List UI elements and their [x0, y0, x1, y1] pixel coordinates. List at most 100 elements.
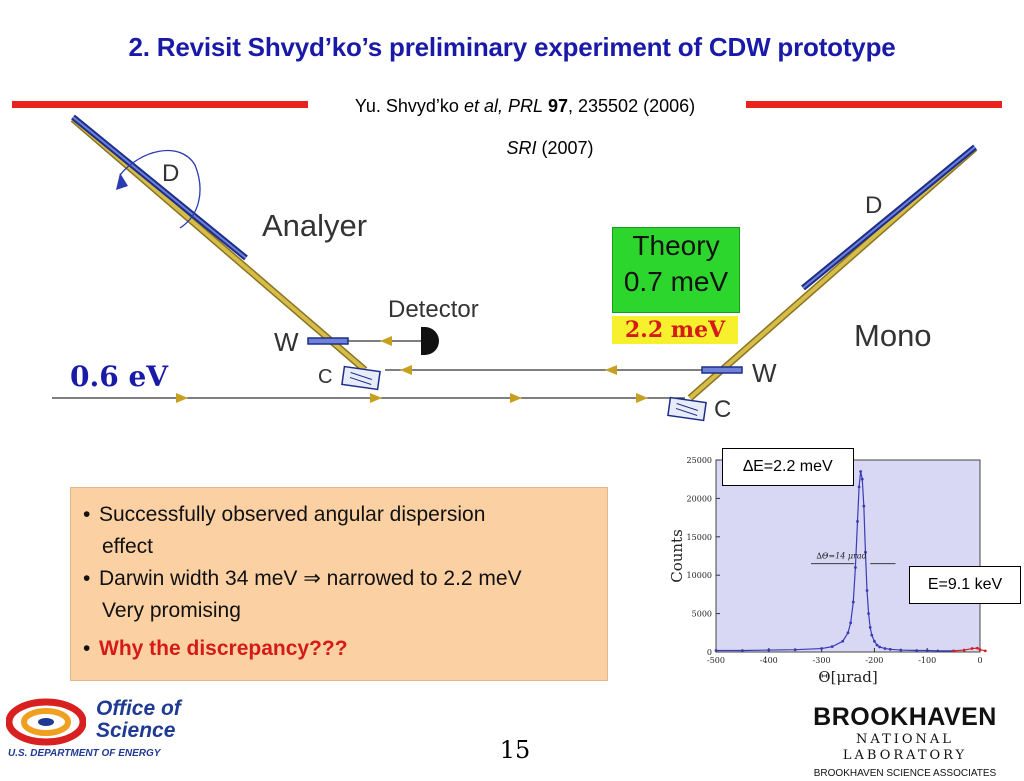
data-point	[883, 647, 887, 650]
data-point	[915, 649, 919, 652]
data-point	[875, 643, 879, 647]
ref-author: Yu. Shvyd’ko	[354, 96, 464, 116]
label-d-right: D	[865, 192, 883, 219]
label-d-left: D	[162, 160, 180, 187]
data-point	[936, 649, 940, 653]
theory-box: Theory 0.7 meV	[612, 227, 740, 313]
label-analyzer: Analyer	[262, 208, 368, 243]
bullet-2-continuation: Very promising	[102, 599, 241, 622]
data-point	[864, 550, 867, 554]
delta-e-box: ∆E=2.2 meV	[722, 448, 854, 486]
ref-etal: et al, PRL	[463, 96, 543, 116]
w-crystal-left	[307, 337, 349, 345]
fwhm-label: ∆Θ=14 μrad	[816, 552, 866, 561]
data-point	[975, 646, 979, 650]
data-point	[870, 633, 874, 637]
c-crystal-right	[667, 396, 707, 422]
data-point	[962, 648, 966, 652]
theory-line-1: Theory	[632, 230, 720, 261]
ref-pages: , 235502 (2006)	[568, 96, 696, 116]
w-crystal-right	[701, 366, 743, 374]
data-point	[851, 600, 855, 604]
setup-diagram	[52, 114, 978, 422]
bullet-dot: •	[83, 503, 91, 526]
doe-office-of-science-logo: Office of Science U.S. DEPARTMENT OF ENE…	[4, 692, 216, 762]
data-point	[856, 520, 859, 523]
accent-bar-left	[12, 101, 308, 108]
plot-area	[715, 459, 981, 653]
data-point	[878, 645, 882, 649]
bullet-1-text: Successfully observed angular dispersion	[99, 503, 486, 526]
rotation-arrow	[119, 149, 201, 229]
data-point	[849, 621, 853, 625]
data-point	[714, 649, 718, 652]
data-point	[846, 631, 850, 635]
doe-line-1: Office of	[96, 697, 181, 720]
x-tick-label: -500	[707, 656, 725, 665]
bullet-1: • Successfully observed angular dispersio…	[83, 498, 595, 532]
data-point	[741, 649, 744, 652]
bnl-sub-text: NATIONAL LABORATORY	[842, 732, 968, 763]
data-point	[899, 648, 903, 652]
bnl-main-text: BROOKHAVEN	[813, 703, 997, 731]
label-c-left: C	[318, 366, 333, 388]
y-tick-label: 10000	[687, 571, 712, 580]
y-axis-label: Counts	[668, 529, 686, 583]
ref-year: (2007)	[536, 138, 594, 158]
data-point	[841, 639, 845, 643]
data-point	[983, 649, 987, 653]
accent-bar-right	[746, 101, 1002, 108]
bullet-2-text: Darwin width 34 meV ⇒ narrowed to 2.2 me…	[99, 567, 522, 590]
bullet-1-continuation: effect	[102, 535, 153, 558]
doe-department: U.S. DEPARTMENT OF ENERGY	[8, 748, 161, 759]
reference-line-2: SRI (2007)	[470, 138, 630, 159]
bullet-3: • Why the discrepancy???	[83, 632, 595, 666]
x-tick-label: -300	[813, 656, 831, 665]
bullet-dot: •	[83, 637, 91, 660]
data-point	[820, 647, 823, 650]
label-w-left: W	[274, 327, 299, 357]
x-tick-label: -400	[760, 656, 778, 665]
data-point	[859, 470, 863, 473]
beam-energy-label: 0.6 eV	[70, 360, 168, 393]
x-tick-label: 0	[977, 656, 982, 665]
counts-chart: 0 5000 10000 15000 20000 25000 -500 -400 -300 -20…	[668, 456, 987, 686]
beam-arrows	[176, 336, 648, 403]
label-mono: Mono	[854, 318, 932, 353]
data-point	[867, 612, 870, 615]
label-detector: Detector	[388, 296, 479, 323]
ref-journal: SRI	[506, 138, 537, 158]
detector-shape	[425, 327, 439, 355]
data-point	[868, 626, 872, 629]
bullet-3-text: Why the discrepancy???	[99, 637, 348, 660]
y-tick-label: 0	[707, 648, 712, 657]
y-tick-label: 15000	[687, 533, 712, 542]
brookhaven-logo: BROOKHAVEN NATIONAL LABORATORY BROOKHAVE…	[795, 702, 1015, 779]
measured-box: 2.2 meV	[612, 316, 738, 344]
data-point	[853, 566, 857, 569]
data-point	[862, 504, 866, 508]
y-tick-label: 25000	[687, 456, 712, 465]
ref-volume: 97	[542, 96, 569, 116]
c-crystal-left	[341, 365, 381, 391]
doe-logo-icon	[6, 698, 86, 746]
reference-line-1: Yu. Shvyd’ko et al, PRL 97, 235502 (2006…	[310, 96, 740, 117]
data-point	[865, 589, 869, 592]
data-point	[925, 649, 929, 652]
energy-box: E=9.1 keV	[909, 566, 1021, 604]
bnl-associates: BROOKHAVEN SCIENCE ASSOCIATES	[813, 768, 997, 779]
data-point	[857, 485, 861, 489]
y-tick-label: 5000	[692, 610, 712, 619]
label-c-right: C	[714, 396, 732, 423]
slide-title: 2. Revisit Shvyd’ko’s preliminary experi…	[128, 32, 896, 62]
bullet-dot: •	[83, 567, 91, 590]
bullet-2: • Darwin width 34 meV ⇒ narrowed to 2.2 m…	[83, 562, 595, 596]
data-point	[793, 648, 797, 652]
x-axis-label: Θ[μrad]	[818, 668, 877, 686]
label-w-right: W	[752, 358, 777, 388]
data-point	[873, 639, 876, 643]
bullet-box: • Successfully observed angular dispersio…	[70, 487, 608, 681]
theory-line-2: 0.7 meV	[623, 266, 729, 297]
y-tick-label: 20000	[687, 494, 712, 503]
data-point	[767, 648, 771, 652]
